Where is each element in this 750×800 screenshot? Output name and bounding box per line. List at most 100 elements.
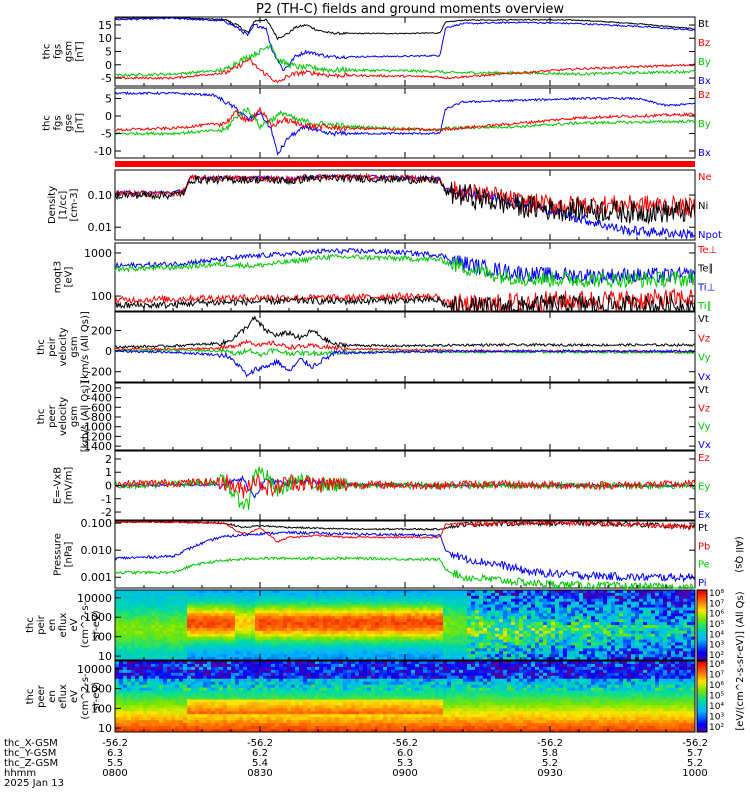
heatmap-cell [231, 720, 236, 724]
heatmap-cell [187, 616, 192, 620]
heatmap-cell [599, 610, 604, 614]
heatmap-cell [603, 627, 608, 632]
heatmap-cell [179, 672, 184, 677]
ytick-label: -200 [87, 382, 112, 395]
heatmap-cell [123, 711, 128, 715]
heatmap-cell [559, 625, 564, 629]
heatmap-cell [143, 663, 148, 668]
heatmap-cell [235, 726, 240, 730]
heatmap-cell [443, 648, 448, 652]
heatmap-cell [211, 678, 216, 683]
heatmap-cell [247, 622, 252, 626]
heatmap-cell [339, 630, 344, 635]
heatmap-cell [423, 636, 428, 640]
heatmap-cell [135, 678, 140, 683]
heatmap-cell [319, 590, 324, 594]
heatmap-cell [243, 648, 248, 652]
heatmap-cell [447, 622, 452, 626]
heatmap-cell [247, 693, 252, 697]
heatmap-cell [151, 711, 156, 715]
heatmap-cell [267, 598, 272, 603]
colorbar-cell [697, 598, 707, 601]
heatmap-cell [331, 607, 336, 611]
heatmap-cell [583, 607, 588, 611]
heatmap-cell [139, 693, 144, 697]
heatmap-cell [359, 642, 364, 646]
heatmap-cell [231, 696, 236, 700]
heatmap-cell [347, 619, 352, 623]
heatmap-cell [187, 717, 192, 721]
heatmap-cell [159, 669, 164, 674]
heatmap-cell [259, 648, 264, 652]
heatmap-cell [279, 625, 284, 629]
heatmap-cell [563, 622, 568, 626]
heatmap-cell [431, 590, 436, 594]
heatmap-cell [159, 639, 164, 643]
heatmap-cell [547, 630, 552, 635]
heatmap-cell [187, 627, 192, 632]
heatmap-cell [635, 639, 640, 643]
heatmap-cell [523, 627, 528, 632]
heatmap-cell [423, 633, 428, 638]
heatmap-cell [363, 651, 368, 655]
heatmap-cell [167, 663, 172, 668]
heatmap-cell [395, 657, 400, 661]
heatmap-cell [239, 693, 244, 697]
heatmap-cell [123, 702, 128, 706]
heatmap-cell [559, 648, 564, 652]
heatmap-cell [543, 604, 548, 608]
heatmap-cell [635, 598, 640, 603]
heatmap-cell [139, 714, 144, 718]
heatmap-cell [335, 627, 340, 632]
heatmap-cell [423, 625, 428, 629]
heatmap-cell [647, 610, 652, 614]
heatmap-cell [143, 613, 148, 617]
heatmap-cell [303, 622, 308, 626]
heatmap-cell [135, 610, 140, 614]
series-Bz [114, 57, 696, 84]
heatmap-cell [263, 610, 268, 614]
heatmap-cell [251, 616, 256, 620]
heatmap-cell [115, 705, 120, 709]
heatmap-cell [159, 657, 164, 661]
heatmap-cell [623, 601, 628, 605]
heatmap-cell [171, 696, 176, 700]
heatmap-cell [379, 604, 384, 608]
heatmap-cell [155, 639, 160, 643]
heatmap-cell [191, 711, 196, 715]
heatmap-cell [155, 699, 160, 703]
heatmap-cell [163, 627, 168, 632]
legend-Vt: Vt [698, 385, 709, 396]
heatmap-cell [195, 657, 200, 661]
heatmap-cell [203, 595, 208, 600]
heatmap-cell [135, 657, 140, 661]
heatmap-cell [235, 666, 240, 671]
heatmap-cell [631, 622, 636, 626]
heatmap-cell [331, 627, 336, 632]
heatmap-cell [335, 598, 340, 603]
heatmap-cell [159, 607, 164, 611]
heatmap-cell [643, 613, 648, 617]
heatmap-cell [431, 595, 436, 600]
heatmap-cell [567, 651, 572, 655]
heatmap-cell [663, 645, 668, 649]
heatmap-cell [303, 625, 308, 629]
heatmap-cell [611, 619, 616, 623]
heatmap-cell [527, 625, 532, 629]
heatmap-cell [283, 627, 288, 632]
ylabel-line: [cm-3] [69, 188, 80, 221]
heatmap-cell [395, 592, 400, 597]
heatmap-cell [139, 669, 144, 674]
heatmap-cell [551, 610, 556, 614]
heatmap-cell [531, 595, 536, 600]
heatmap-cell [467, 630, 472, 635]
heatmap-cell [351, 651, 356, 655]
heatmap-cell [255, 622, 260, 626]
heatmap-cell [623, 648, 628, 652]
heatmap-cell [527, 598, 532, 603]
heatmap-cell [375, 627, 380, 632]
heatmap-cell [683, 619, 688, 623]
heatmap-cell [167, 702, 172, 706]
heatmap-cell [203, 681, 208, 686]
